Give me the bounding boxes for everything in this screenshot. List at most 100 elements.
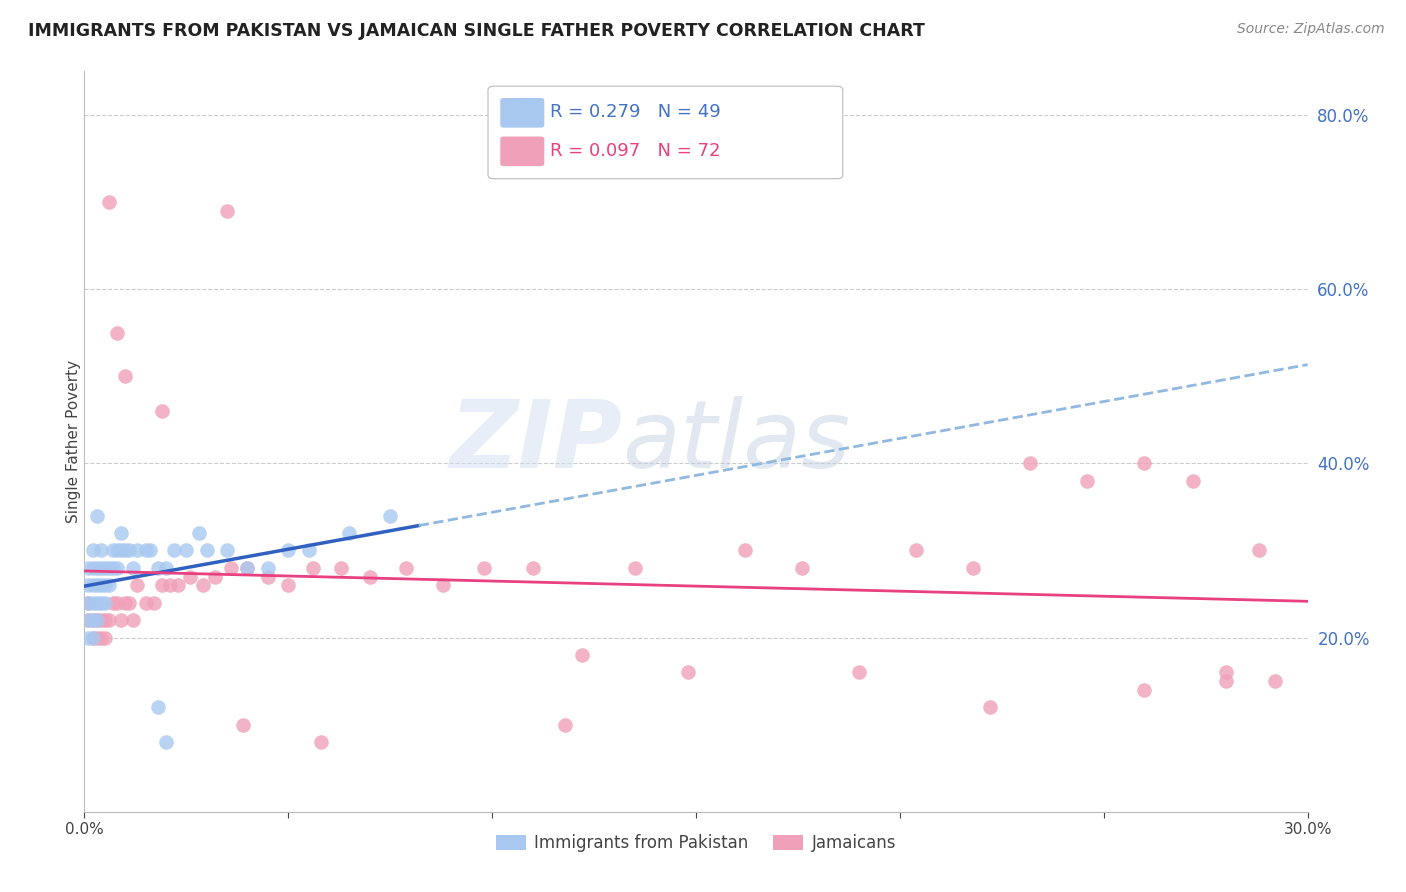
Point: [82, 578, 104, 592]
Point: [432, 578, 454, 592]
Point: [1133, 682, 1156, 697]
Point: [118, 596, 141, 610]
Point: [472, 561, 495, 575]
Point: [1076, 474, 1098, 488]
Point: [77, 613, 100, 627]
Point: [191, 578, 214, 592]
Point: [163, 543, 186, 558]
Point: [1247, 543, 1270, 558]
Point: [86, 596, 108, 610]
Point: [138, 543, 160, 558]
Point: [90, 561, 112, 575]
Point: [93, 596, 115, 610]
Point: [676, 665, 699, 680]
Point: [82, 613, 104, 627]
Point: [962, 561, 984, 575]
Point: [195, 543, 218, 558]
Point: [624, 561, 647, 575]
Point: [86, 561, 108, 575]
Point: [90, 543, 112, 558]
Point: [179, 569, 201, 583]
Point: [127, 578, 149, 592]
Point: [97, 578, 120, 592]
Point: [155, 735, 177, 749]
Point: [110, 613, 132, 627]
Point: [86, 508, 108, 523]
Point: [77, 596, 100, 610]
Point: [571, 648, 593, 662]
Point: [277, 543, 299, 558]
Point: [86, 613, 108, 627]
Point: [97, 194, 120, 209]
Point: [105, 596, 128, 610]
Point: [219, 561, 242, 575]
Point: [105, 543, 128, 558]
Point: [114, 596, 136, 610]
Point: [380, 508, 402, 523]
Text: atlas: atlas: [623, 396, 851, 487]
Point: [93, 578, 115, 592]
Y-axis label: Single Father Poverty: Single Father Poverty: [66, 360, 80, 523]
Point: [257, 569, 280, 583]
Point: [86, 613, 108, 627]
FancyBboxPatch shape: [501, 98, 544, 128]
FancyBboxPatch shape: [501, 136, 544, 166]
Legend: Immigrants from Pakistan, Jamaicans: Immigrants from Pakistan, Jamaicans: [489, 828, 903, 859]
FancyBboxPatch shape: [488, 87, 842, 178]
Point: [105, 326, 128, 340]
Point: [146, 561, 169, 575]
Point: [82, 596, 104, 610]
Text: ZIP: ZIP: [450, 395, 623, 488]
Point: [150, 404, 173, 418]
Point: [979, 700, 1001, 714]
Point: [734, 543, 756, 558]
Point: [101, 543, 124, 558]
Point: [82, 543, 104, 558]
Point: [159, 578, 181, 592]
Point: [135, 543, 157, 558]
Point: [236, 561, 259, 575]
Point: [257, 561, 280, 575]
Point: [339, 526, 361, 541]
Point: [1215, 674, 1237, 689]
Point: [90, 578, 112, 592]
Point: [97, 561, 120, 575]
Point: [77, 613, 100, 627]
Point: [93, 631, 115, 645]
Point: [114, 369, 136, 384]
Point: [301, 561, 323, 575]
Point: [1019, 456, 1042, 470]
Point: [359, 569, 381, 583]
Point: [122, 613, 145, 627]
Point: [395, 561, 418, 575]
Point: [554, 717, 576, 731]
Point: [187, 526, 209, 541]
Point: [217, 543, 239, 558]
Point: [82, 631, 104, 645]
Point: [82, 631, 104, 645]
Point: [155, 561, 177, 575]
Point: [204, 569, 226, 583]
Point: [110, 526, 132, 541]
Point: [790, 561, 813, 575]
Point: [77, 596, 100, 610]
Point: [174, 543, 197, 558]
Point: [86, 631, 108, 645]
Point: [101, 561, 124, 575]
Point: [77, 578, 100, 592]
Point: [93, 561, 115, 575]
Point: [1182, 474, 1205, 488]
Text: Source: ZipAtlas.com: Source: ZipAtlas.com: [1237, 22, 1385, 37]
Point: [298, 543, 321, 558]
Point: [127, 543, 149, 558]
Point: [146, 700, 169, 714]
Point: [105, 561, 128, 575]
Point: [82, 561, 104, 575]
Point: [118, 543, 141, 558]
Point: [232, 717, 254, 731]
Point: [82, 613, 104, 627]
Point: [90, 631, 112, 645]
Point: [77, 561, 100, 575]
Point: [90, 613, 112, 627]
Text: R = 0.279   N = 49: R = 0.279 N = 49: [550, 103, 721, 121]
